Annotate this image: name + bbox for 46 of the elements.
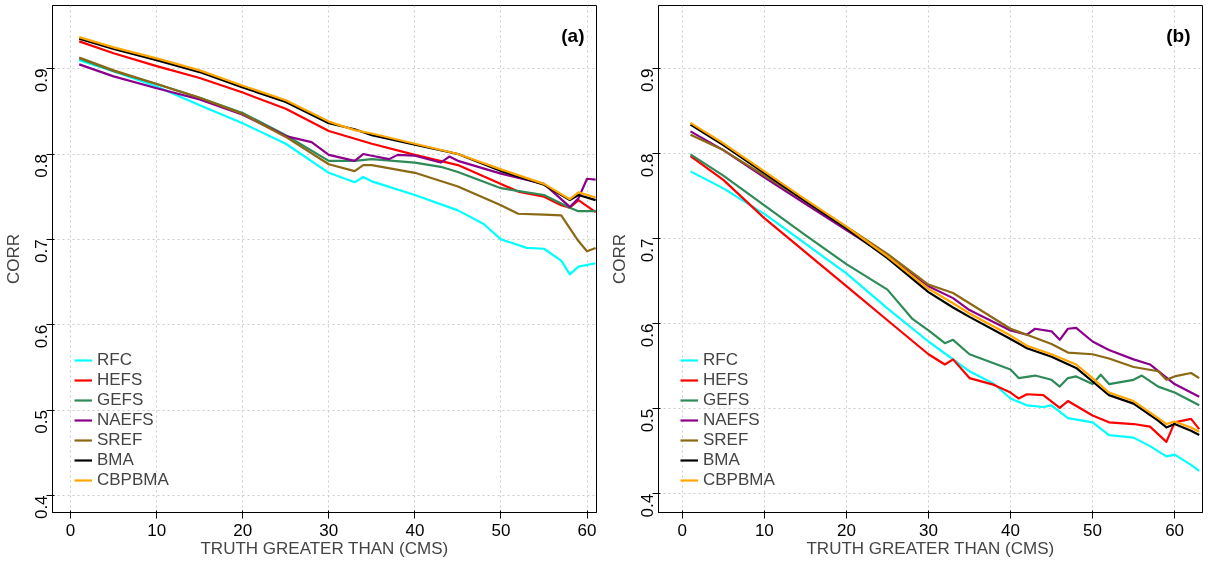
legend-label: CBPBMA (97, 470, 169, 490)
x-tick-label: 30 (319, 520, 339, 540)
x-tick-label: 10 (147, 520, 167, 540)
legend-label: BMA (97, 450, 134, 470)
y-tick-label: 0.6 (32, 324, 52, 349)
y-tick-label: 0.6 (638, 323, 658, 348)
x-tick-label: 0 (677, 520, 688, 540)
x-axis-title: TRUTH GREATER THAN (CMS) (806, 538, 1055, 558)
x-tick-label: 0 (65, 520, 76, 540)
x-tick-label: 30 (918, 520, 938, 540)
legend-label: SREF (97, 430, 143, 450)
legend-label: SREF (703, 430, 749, 450)
y-tick-label: 0.9 (638, 68, 658, 93)
legend-label: GEFS (703, 390, 750, 410)
y-tick-label: 0.7 (638, 238, 658, 263)
legend-label: NAEFS (97, 410, 154, 430)
y-tick-label: 0.9 (32, 68, 52, 93)
x-tick-label: 60 (577, 520, 597, 540)
text: (a) (561, 24, 585, 46)
x-tick-label: 20 (836, 520, 856, 540)
legend-label: RFC (703, 350, 738, 370)
x-tick-label: 40 (405, 520, 425, 540)
legend-label: NAEFS (703, 410, 760, 430)
y-axis-title: CORR (3, 233, 23, 285)
legend-label: HEFS (703, 370, 749, 390)
x-tick-label: 50 (491, 520, 511, 540)
y-axis-title: CORR (609, 233, 629, 285)
legend-label: CBPBMA (703, 470, 775, 490)
text: (b) (1166, 24, 1191, 46)
x-tick-label: 50 (1083, 520, 1103, 540)
x-tick-label: 60 (1165, 520, 1185, 540)
x-axis-title: TRUTH GREATER THAN (CMS) (200, 538, 449, 558)
y-tick-label: 0.4 (32, 495, 52, 520)
y-tick-label: 0.4 (638, 493, 658, 518)
x-tick-label: 10 (754, 520, 774, 540)
legend-label: BMA (703, 450, 740, 470)
y-tick-label: 0.8 (638, 153, 658, 178)
x-tick-label: 40 (1001, 520, 1020, 540)
legend-label: HEFS (97, 370, 143, 390)
y-tick-label: 0.5 (638, 408, 658, 433)
legend-label: RFC (97, 350, 132, 370)
legend-label: GEFS (97, 390, 144, 410)
y-tick-label: 0.7 (32, 239, 52, 263)
y-tick-label: 0.5 (32, 410, 52, 434)
x-tick-label: 20 (233, 520, 253, 540)
y-tick-label: 0.8 (32, 154, 52, 178)
